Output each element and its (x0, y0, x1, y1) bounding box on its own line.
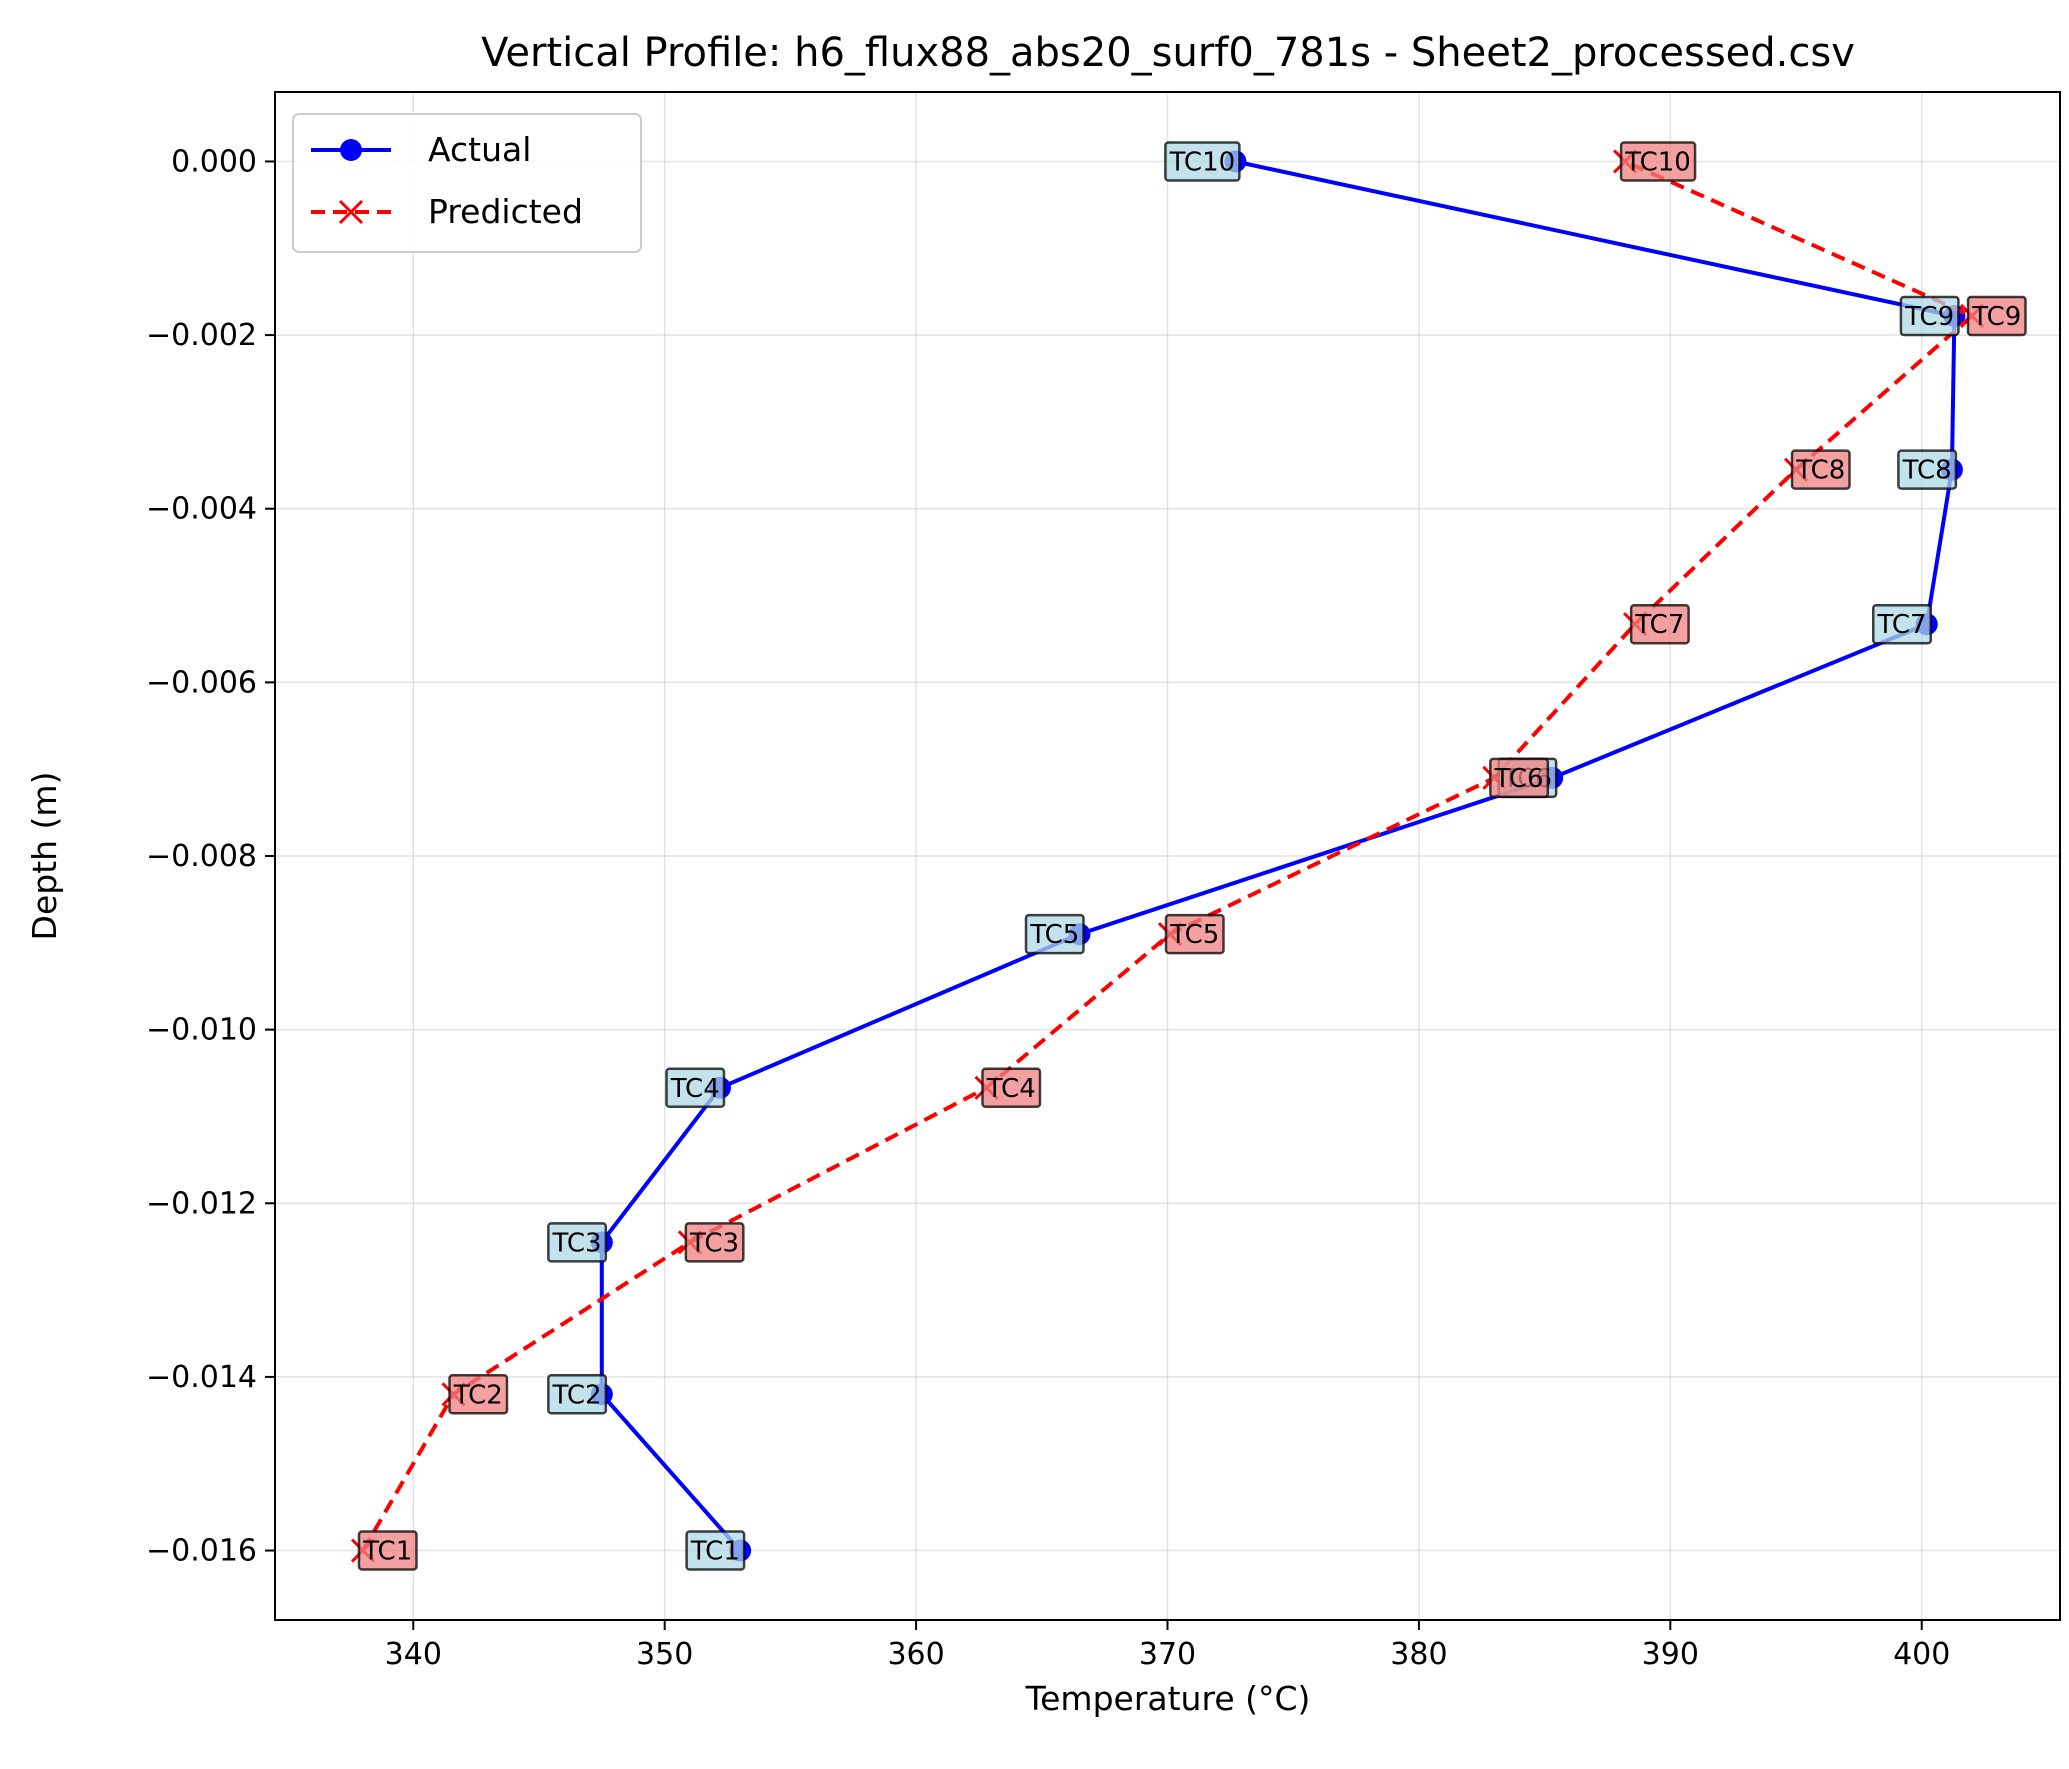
legend-predicted-marker (338, 199, 364, 225)
x-tick-label: 340 (385, 1637, 442, 1672)
actual-label-text: TC3 (552, 1228, 602, 1258)
actual-point-label: TC2 (547, 1374, 608, 1415)
predicted-label-box (1790, 449, 1851, 490)
y-tick-label: −0.016 (146, 1534, 257, 1569)
actual-point-label: TC10 (1164, 141, 1241, 182)
x-tick-label: 350 (636, 1637, 693, 1672)
predicted-label-text: TC6 (1494, 764, 1544, 794)
predicted-series-line (361, 159, 1974, 1552)
plot-series (350, 149, 1985, 1563)
actual-label-box (1872, 603, 1933, 645)
legend: Actual Predicted (292, 113, 642, 253)
predicted-label-text: TC5 (1169, 920, 1219, 950)
actual-point-label: TC8 (1897, 449, 1958, 490)
actual-label-box (1164, 141, 1241, 182)
predicted-label-text: TC4 (986, 1074, 1036, 1104)
predicted-point-label: TC5 (1164, 913, 1225, 955)
predicted-label-text: TC7 (1634, 610, 1684, 640)
actual-label-text: TC1 (690, 1537, 740, 1567)
actual-label-box (547, 1222, 608, 1263)
actual-point-label: TC5 (1024, 913, 1085, 955)
actual-label-text: TC8 (1902, 456, 1952, 486)
actual-label-text: TC4 (670, 1074, 720, 1104)
legend-actual-label: Actual (428, 130, 531, 169)
y-tick-label: 0.000 (171, 144, 257, 179)
actual-label-text: TC2 (552, 1380, 602, 1410)
predicted-point-label: TC9 (1966, 295, 2027, 337)
x-tick-label: 390 (1642, 1637, 1699, 1672)
predicted-label-box (1966, 295, 2027, 337)
predicted-point-label: TC10 (1619, 141, 1697, 182)
x-tick-label: 360 (887, 1637, 944, 1672)
x-tick-label: 370 (1139, 1637, 1196, 1672)
actual-label-box (1024, 913, 1085, 955)
axis-ticks: 340 350 360 370 380 390 400 0.000 −0.002 −0.004 −0… (146, 144, 1950, 1672)
actual-point-label: TC1 (685, 1530, 746, 1571)
point-labels: TC1 TC2 TC3 TC4 TC5 TC6 TC7 TC8 TC9 TC10 TC1 TC2 TC3… (357, 141, 2027, 1571)
chart-title: Vertical Profile: h6_flux88_abs20_surf0_… (481, 30, 1855, 76)
predicted-point-label: TC7 (1629, 603, 1690, 645)
x-tick-label: 400 (1893, 1637, 1950, 1672)
actual-point-label: TC4 (665, 1067, 726, 1109)
actual-label-text: TC10 (1169, 147, 1236, 177)
actual-label-text: TC5 (1029, 920, 1079, 950)
predicted-label-text: TC8 (1795, 456, 1845, 486)
x-axis-label: Temperature (°C) (1025, 1679, 1311, 1718)
predicted-point-label: TC2 (448, 1374, 509, 1415)
y-tick-label: −0.012 (146, 1186, 257, 1221)
actual-series-line (599, 159, 1957, 1552)
predicted-point-label: TC8 (1790, 449, 1851, 490)
predicted-label-box (357, 1530, 418, 1571)
grid (275, 92, 2060, 1620)
predicted-label-text: TC10 (1624, 147, 1691, 177)
predicted-point-label: TC3 (684, 1222, 745, 1263)
predicted-label-box (1164, 913, 1225, 955)
actual-label-text: TC7 (1876, 610, 1926, 640)
actual-point-label: TC9 (1899, 295, 1960, 337)
predicted-label-text: TC2 (453, 1380, 503, 1410)
predicted-point-label: TC4 (981, 1067, 1042, 1109)
predicted-point-label: TC6 (1489, 757, 1550, 799)
predicted-label-text: TC9 (1971, 302, 2021, 332)
predicted-label-box (981, 1067, 1042, 1109)
predicted-label-box (1629, 603, 1690, 645)
y-tick-label: −0.010 (146, 1013, 257, 1048)
predicted-point-label: TC1 (357, 1530, 418, 1571)
x-tick-label: 380 (1390, 1637, 1447, 1672)
y-tick-label: −0.008 (146, 839, 257, 874)
y-tick-label: −0.014 (146, 1360, 257, 1395)
predicted-label-text: TC1 (362, 1537, 412, 1567)
y-tick-label: −0.006 (146, 665, 257, 700)
actual-label-box (685, 1530, 746, 1571)
actual-label-text: TC9 (1904, 302, 1954, 332)
actual-label-box (1897, 449, 1958, 490)
y-tick-label: −0.004 (146, 492, 257, 527)
actual-label-box (665, 1067, 726, 1109)
predicted-label-box (1619, 141, 1697, 182)
legend-predicted-label: Predicted (428, 192, 583, 231)
actual-point-label: TC3 (547, 1222, 608, 1263)
actual-point-label: TC7 (1872, 603, 1933, 645)
y-tick-label: −0.002 (146, 318, 257, 353)
y-axis-label: Depth (m) (25, 772, 64, 941)
actual-label-box (547, 1374, 608, 1415)
actual-label-box (1899, 295, 1960, 337)
x-marker-stroke (338, 199, 364, 225)
predicted-label-box (1489, 757, 1550, 799)
predicted-label-box (448, 1374, 509, 1415)
legend-actual-marker (340, 139, 362, 161)
predicted-label-text: TC3 (689, 1228, 739, 1258)
predicted-label-box (684, 1222, 745, 1263)
